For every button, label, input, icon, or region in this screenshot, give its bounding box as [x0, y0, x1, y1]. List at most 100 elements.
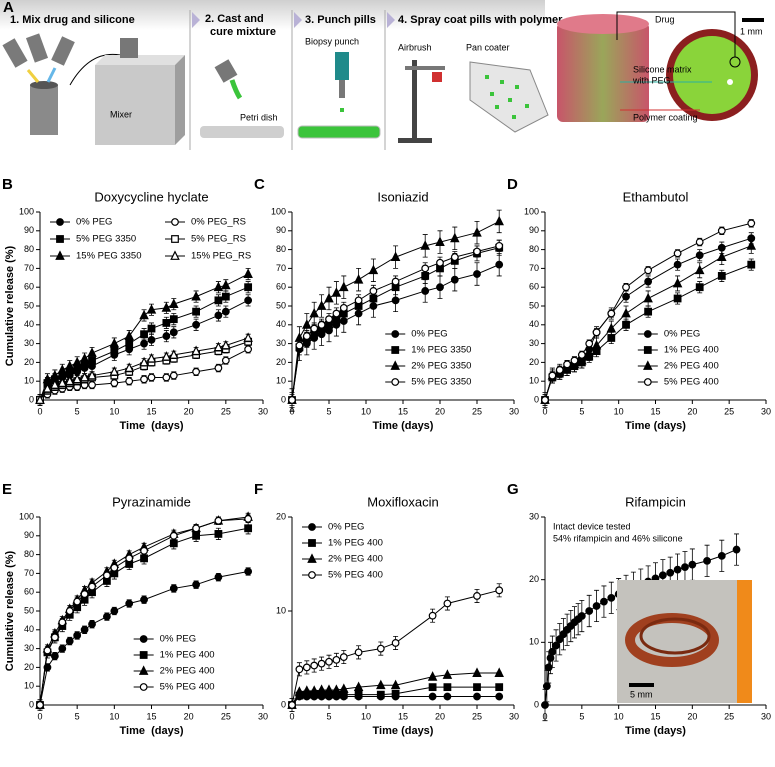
marker	[421, 287, 430, 295]
x-tick-label: 10	[109, 406, 119, 416]
x-tick-label: 0	[37, 711, 42, 721]
marker	[221, 292, 230, 301]
y-tick-label: 90	[529, 225, 539, 235]
header-band	[0, 0, 545, 30]
marker	[450, 232, 460, 243]
legend-label: 0% PEG	[76, 217, 112, 228]
marker	[57, 364, 68, 374]
series-line	[291, 220, 500, 401]
marker	[109, 366, 120, 376]
x-tick-label: 30	[761, 406, 771, 416]
marker	[717, 272, 726, 280]
x-tick-label: 30	[509, 406, 519, 416]
marker	[546, 654, 555, 662]
marker	[450, 253, 459, 262]
marker	[570, 356, 579, 365]
y-tick-label: 20	[24, 357, 34, 367]
legend-label: 2% PEG 3350	[411, 361, 471, 372]
y-tick-label: 30	[529, 338, 539, 348]
legend-label: 1% PEG 400	[160, 650, 215, 661]
marker	[309, 307, 319, 318]
marker	[243, 268, 253, 278]
marker	[50, 652, 59, 661]
marker	[428, 611, 437, 620]
marker	[191, 345, 201, 356]
panel-label: F	[254, 481, 263, 498]
marker	[644, 277, 653, 286]
marker	[591, 339, 602, 350]
marker	[57, 377, 68, 387]
x-tick-label: 15	[146, 406, 156, 416]
x-tick-label: 10	[361, 406, 371, 416]
marker	[747, 219, 756, 228]
chart-title: Ethambutol	[623, 189, 689, 204]
matrix	[673, 36, 751, 114]
x-tick-label: 15	[650, 711, 660, 721]
marker	[139, 683, 148, 691]
x-tick-label: 5	[75, 406, 80, 416]
stand-base	[398, 138, 432, 143]
marker	[169, 531, 178, 540]
callout	[616, 11, 736, 57]
legend-label: 1% PEG 400	[664, 345, 719, 356]
y-tick-label: 60	[529, 282, 539, 292]
marker	[170, 250, 180, 260]
marker	[124, 330, 134, 340]
y-tick-label: 40	[529, 319, 539, 329]
marker	[147, 373, 156, 382]
marker	[673, 565, 682, 574]
y-tick-label: 70	[529, 263, 539, 273]
marker	[317, 320, 326, 329]
legend-label: 5% PEG_RS	[191, 234, 246, 245]
marker	[221, 339, 231, 350]
legend-label: 0% PEG	[411, 329, 447, 340]
marker	[308, 523, 316, 531]
marker	[161, 302, 172, 312]
marker	[436, 258, 444, 267]
x-axis-title: Time (days)	[373, 420, 434, 432]
marker	[88, 381, 96, 389]
marker	[472, 227, 482, 237]
panel-label: E	[2, 481, 12, 498]
panel-a: A 1. Mix drug and silicone 2. Cast and c…	[0, 0, 764, 150]
y-tick-label: 0	[281, 394, 286, 404]
y-tick-label: 60	[276, 282, 286, 292]
marker	[354, 296, 363, 305]
label: Petri dish	[240, 112, 278, 122]
y-tick-label: 10	[529, 376, 539, 386]
panel-label: B	[2, 176, 13, 193]
y-tick-label: 0	[29, 699, 34, 709]
y-tick-label: 40	[24, 624, 34, 634]
marker	[717, 551, 726, 560]
marker	[244, 524, 253, 533]
step-title: 4. Spray coat pills with polymer	[398, 14, 563, 26]
marker	[717, 226, 726, 235]
marker	[391, 277, 400, 286]
marker	[577, 612, 586, 620]
label: 1 mm	[740, 26, 763, 36]
x-tick-label: 20	[687, 711, 697, 721]
marker	[541, 396, 549, 404]
marker	[495, 260, 504, 269]
photo-bg	[617, 580, 752, 703]
marker	[43, 646, 52, 655]
y-tick-label: 10	[24, 681, 34, 691]
marker	[243, 332, 253, 342]
marker	[244, 567, 253, 576]
marker	[695, 283, 704, 292]
marker	[643, 378, 652, 386]
marker	[390, 679, 401, 690]
step-title: 1. Mix drug and silicone	[10, 14, 135, 26]
x-tick-label: 15	[398, 711, 408, 721]
y-tick-label: 100	[271, 206, 286, 216]
dish	[297, 125, 381, 139]
marker	[391, 378, 400, 386]
marker	[331, 684, 342, 694]
annotation: 54% rifampicin and 46% silicone	[553, 533, 683, 543]
marker	[310, 324, 319, 333]
marker	[213, 341, 224, 352]
marker	[732, 545, 741, 554]
marker	[294, 686, 305, 696]
marker	[390, 251, 401, 262]
marker	[244, 283, 253, 292]
